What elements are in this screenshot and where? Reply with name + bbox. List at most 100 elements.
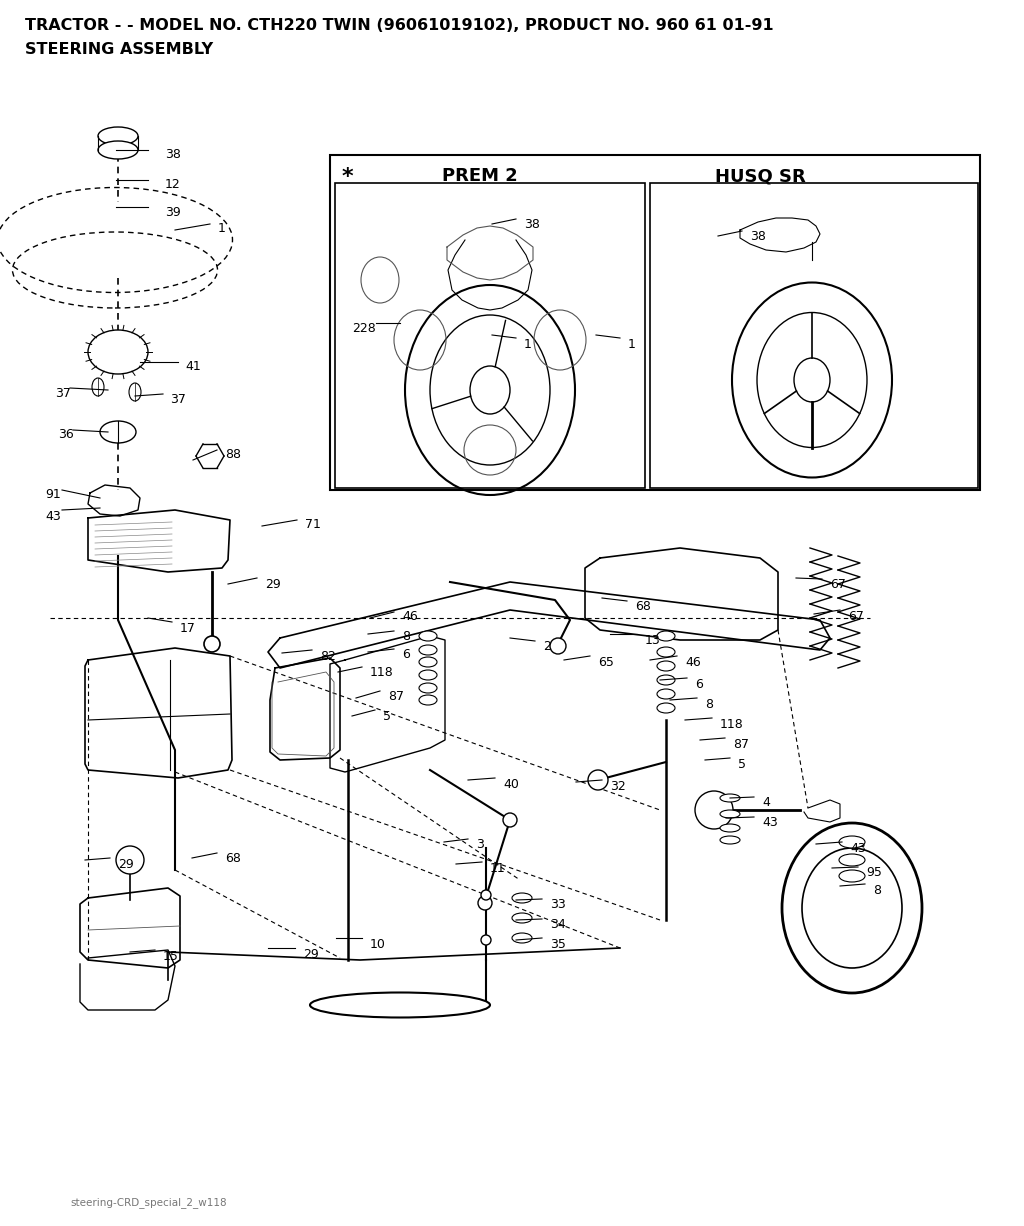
- Text: 39: 39: [165, 206, 181, 219]
- Text: 118: 118: [720, 718, 743, 731]
- Ellipse shape: [839, 870, 865, 881]
- Text: 82: 82: [319, 650, 336, 663]
- Text: 43: 43: [850, 842, 865, 855]
- Text: *: *: [342, 167, 353, 188]
- Ellipse shape: [839, 836, 865, 848]
- Text: 68: 68: [635, 600, 651, 613]
- Ellipse shape: [657, 661, 675, 671]
- Text: 46: 46: [685, 656, 700, 669]
- Text: 37: 37: [170, 394, 186, 406]
- Ellipse shape: [802, 848, 902, 969]
- Text: 32: 32: [610, 780, 626, 793]
- Text: 15: 15: [163, 950, 179, 962]
- Ellipse shape: [657, 631, 675, 641]
- Text: 8: 8: [873, 884, 881, 897]
- Text: 33: 33: [550, 897, 565, 911]
- Text: 65: 65: [598, 656, 613, 669]
- Text: 12: 12: [165, 178, 181, 191]
- Text: 40: 40: [503, 779, 519, 791]
- Text: 5: 5: [383, 710, 391, 723]
- Text: 6: 6: [402, 649, 410, 661]
- Text: 8: 8: [402, 630, 410, 642]
- Text: 29: 29: [303, 948, 318, 961]
- Text: 29: 29: [265, 577, 281, 591]
- Text: 36: 36: [58, 428, 74, 441]
- Text: 91: 91: [45, 488, 60, 501]
- Text: 68: 68: [225, 852, 241, 866]
- Ellipse shape: [204, 636, 220, 652]
- Text: 67: 67: [830, 577, 846, 591]
- Text: 228: 228: [352, 322, 376, 335]
- Ellipse shape: [657, 676, 675, 685]
- Text: 4: 4: [762, 796, 770, 809]
- Ellipse shape: [100, 421, 136, 443]
- Ellipse shape: [657, 689, 675, 699]
- Text: 3: 3: [476, 839, 484, 851]
- Text: 95: 95: [866, 866, 882, 879]
- Ellipse shape: [720, 836, 740, 843]
- Ellipse shape: [481, 935, 490, 945]
- Ellipse shape: [720, 824, 740, 832]
- Text: TRACTOR - - MODEL NO. CTH220 TWIN (96061019102), PRODUCT NO. 960 61 01-91: TRACTOR - - MODEL NO. CTH220 TWIN (96061…: [25, 18, 773, 33]
- Bar: [330, 154, 980, 490]
- Ellipse shape: [116, 846, 144, 874]
- Text: 13: 13: [645, 634, 660, 647]
- Ellipse shape: [419, 631, 437, 641]
- Ellipse shape: [720, 794, 740, 802]
- Text: 1: 1: [524, 338, 531, 351]
- Bar: [335, 183, 645, 488]
- Ellipse shape: [419, 645, 437, 655]
- Text: 87: 87: [388, 690, 404, 702]
- Ellipse shape: [88, 330, 148, 374]
- Text: 8: 8: [705, 698, 713, 711]
- Ellipse shape: [657, 647, 675, 657]
- Text: 41: 41: [185, 360, 201, 373]
- Text: 38: 38: [750, 230, 766, 243]
- Text: 43: 43: [45, 510, 60, 524]
- Text: 1: 1: [628, 338, 636, 351]
- Ellipse shape: [588, 770, 608, 790]
- Ellipse shape: [720, 810, 740, 818]
- Ellipse shape: [419, 683, 437, 693]
- Ellipse shape: [512, 913, 532, 923]
- Text: 67: 67: [848, 611, 864, 623]
- Text: 35: 35: [550, 938, 566, 951]
- Text: 87: 87: [733, 738, 749, 752]
- Text: 5: 5: [738, 758, 746, 771]
- Bar: [650, 183, 978, 488]
- Text: STEERING ASSEMBLY: STEERING ASSEMBLY: [25, 42, 213, 56]
- Text: 88: 88: [225, 447, 241, 461]
- Text: 6: 6: [695, 678, 702, 691]
- Ellipse shape: [512, 933, 532, 943]
- Text: 71: 71: [305, 519, 321, 531]
- Text: 43: 43: [762, 817, 778, 829]
- Ellipse shape: [98, 128, 138, 145]
- Ellipse shape: [481, 890, 490, 900]
- Ellipse shape: [98, 141, 138, 159]
- Text: 10: 10: [370, 938, 386, 951]
- Ellipse shape: [512, 893, 532, 904]
- Text: steering-CRD_special_2_w118: steering-CRD_special_2_w118: [70, 1197, 226, 1208]
- Text: 11: 11: [490, 862, 506, 875]
- Ellipse shape: [782, 823, 922, 993]
- Ellipse shape: [419, 695, 437, 705]
- Text: 46: 46: [402, 611, 418, 623]
- Ellipse shape: [839, 855, 865, 866]
- Ellipse shape: [478, 896, 492, 910]
- Ellipse shape: [419, 657, 437, 667]
- Text: 29: 29: [118, 858, 134, 870]
- Ellipse shape: [657, 702, 675, 714]
- Ellipse shape: [419, 669, 437, 680]
- Text: 34: 34: [550, 918, 565, 931]
- Text: PREM 2: PREM 2: [442, 167, 518, 185]
- Text: 37: 37: [55, 387, 71, 400]
- Text: 38: 38: [524, 218, 540, 230]
- Ellipse shape: [503, 813, 517, 828]
- Text: 2: 2: [543, 640, 551, 653]
- Text: 1: 1: [218, 222, 226, 235]
- Text: 118: 118: [370, 666, 394, 679]
- Ellipse shape: [550, 638, 566, 653]
- Text: 38: 38: [165, 148, 181, 161]
- Ellipse shape: [695, 791, 733, 829]
- Text: HUSQ SR: HUSQ SR: [715, 167, 805, 185]
